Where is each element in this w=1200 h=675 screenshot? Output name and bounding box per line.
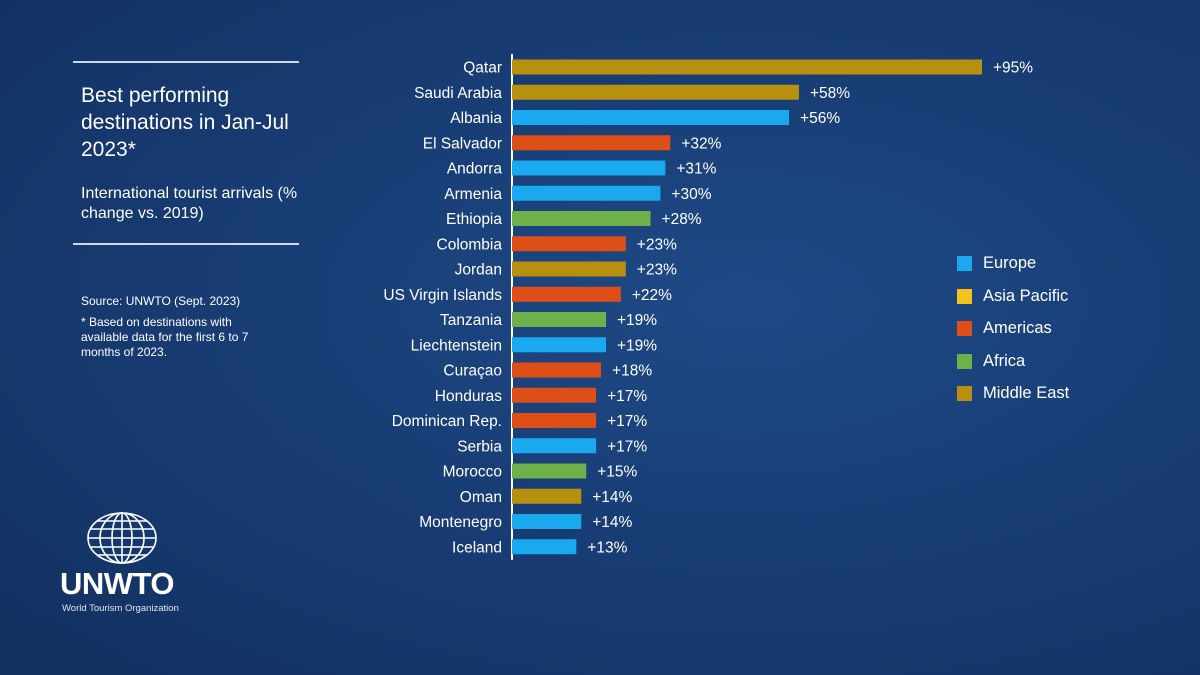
category-label: Morocco [443,464,502,481]
value-label: +19% [617,337,657,354]
value-label: +28% [662,211,702,228]
bar [512,337,606,353]
legend-swatch [957,321,972,336]
category-label: Armenia [444,186,502,203]
category-label: Saudi Arabia [414,85,502,102]
bar [512,236,626,252]
bar [512,185,661,201]
bar [512,539,577,555]
value-label: +14% [592,489,632,506]
value-label: +18% [612,363,652,380]
value-label: +13% [587,539,627,556]
legend-label: Middle East [983,384,1070,402]
category-label: Montenegro [419,514,502,531]
category-label: Colombia [437,236,503,253]
chart-title: Best performing destinations in Jan-Jul … [81,84,289,161]
logo-wordmark: UNWTO [60,566,175,601]
value-label: +17% [607,388,647,405]
bar [512,514,582,529]
bar [512,59,982,75]
category-label: Qatar [463,60,502,77]
value-label: +32% [681,135,721,152]
bar [512,84,799,100]
category-label: Iceland [452,539,502,556]
category-label: Oman [460,489,502,506]
value-label: +23% [637,236,677,253]
category-label: Andorra [447,161,503,178]
bottom-divider [73,243,299,245]
footnote: * Based on destinations with available d… [81,315,249,359]
legend-label: Europe [983,254,1037,272]
category-label: Honduras [435,388,502,405]
logo-tagline: World Tourism Organization [62,603,179,614]
legend-swatch [957,256,972,271]
value-label: +22% [632,287,672,304]
category-label: Tanzania [440,312,502,329]
category-label: Albania [450,110,502,127]
legend-label: Americas [983,319,1052,337]
bar [512,362,602,378]
value-label: +31% [676,161,716,178]
value-label: +56% [800,110,840,127]
category-label: Dominican Rep. [392,413,502,430]
category-label: Ethiopia [446,211,502,228]
value-label: +17% [607,438,647,455]
bar [512,135,671,151]
category-label: Curaçao [443,363,502,380]
bar [512,387,597,403]
bar [512,160,666,176]
unwto-logo: UNWTO World Tourism Organization [60,510,190,620]
source-note: Source: UNWTO (Sept. 2023) [81,294,241,308]
category-label: Jordan [455,262,502,279]
globe-icon [87,512,157,564]
legend-swatch [957,288,972,304]
bar [512,413,597,428]
bar [512,261,626,277]
value-label: +58% [810,85,850,102]
category-label: Liechtenstein [411,337,502,354]
bar [512,211,651,226]
category-label: US Virgin Islands [383,287,502,304]
value-label: +15% [597,464,637,481]
bar [512,488,582,504]
bar [512,463,587,479]
value-label: +14% [592,514,632,531]
value-label: +95% [993,60,1033,77]
legend-swatch [957,386,972,401]
bar [512,286,621,302]
bar [512,312,606,327]
legend-swatch [957,353,972,369]
chart-subtitle: International tourist arrivals (% change… [81,185,298,222]
category-label: Serbia [457,438,502,455]
value-label: +19% [617,312,657,329]
value-label: +30% [671,186,711,203]
category-label: El Salvador [423,135,502,152]
bar [512,110,790,125]
top-divider [73,61,299,63]
bar [512,438,597,454]
value-label: +17% [607,413,647,430]
legend-label: Africa [983,351,1026,370]
legend-label: Asia Pacific [983,286,1069,305]
value-label: +23% [637,262,677,279]
